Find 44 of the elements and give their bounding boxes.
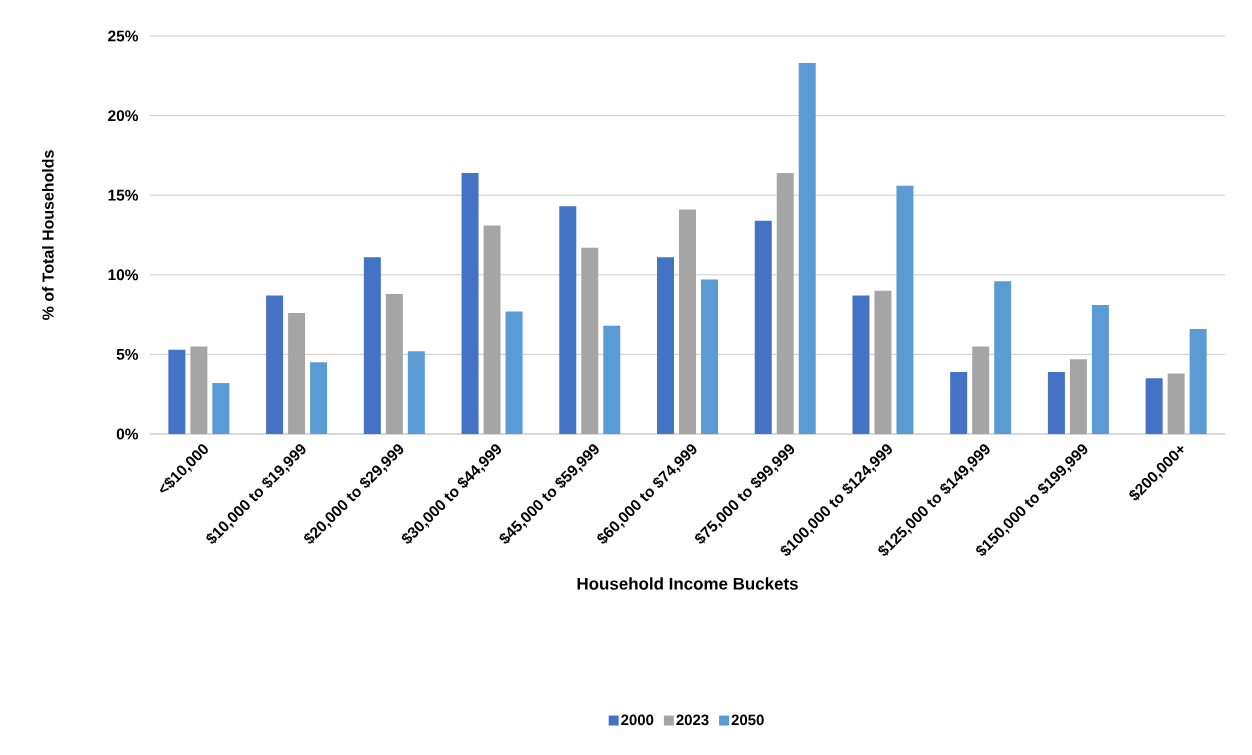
bar xyxy=(1145,378,1163,434)
y-tick-label: 5% xyxy=(116,348,139,360)
bar xyxy=(776,172,794,434)
y-tick-label: 20% xyxy=(108,110,139,122)
bar xyxy=(363,257,381,434)
legend-label: 2000 xyxy=(621,714,654,726)
bar xyxy=(212,383,230,434)
bar xyxy=(657,257,674,434)
y-tick-label: 0% xyxy=(116,428,139,440)
bar xyxy=(994,281,1012,434)
bar xyxy=(798,63,816,434)
bar xyxy=(874,290,892,434)
bar xyxy=(385,293,403,434)
y-axis-title: % of Total Households xyxy=(42,150,54,320)
legend-label: 2050 xyxy=(731,714,764,726)
bar xyxy=(581,247,599,434)
bar xyxy=(754,220,772,434)
bar xyxy=(972,346,990,434)
bar xyxy=(603,325,621,434)
bar xyxy=(1167,373,1185,434)
legend-label: 2023 xyxy=(676,714,709,726)
bar xyxy=(852,295,870,434)
bar xyxy=(1069,359,1087,434)
bar xyxy=(950,371,968,434)
bar xyxy=(1047,371,1065,434)
bar xyxy=(701,279,718,434)
bar xyxy=(483,225,501,434)
x-axis-title: Household Income Buckets xyxy=(577,577,798,590)
bar xyxy=(505,311,523,434)
y-tick-label: 15% xyxy=(108,189,139,201)
bar xyxy=(461,172,479,434)
bar xyxy=(679,209,696,434)
bar xyxy=(310,362,328,434)
bar xyxy=(168,349,186,434)
bar xyxy=(266,295,284,434)
y-tick-label: 10% xyxy=(108,269,139,281)
y-tick-label: 25% xyxy=(108,30,139,42)
bar xyxy=(288,313,306,434)
bar xyxy=(1189,328,1207,434)
bar xyxy=(896,185,914,434)
bar xyxy=(559,206,577,434)
bar xyxy=(190,346,208,434)
bar xyxy=(407,351,425,434)
bar xyxy=(1091,305,1109,434)
